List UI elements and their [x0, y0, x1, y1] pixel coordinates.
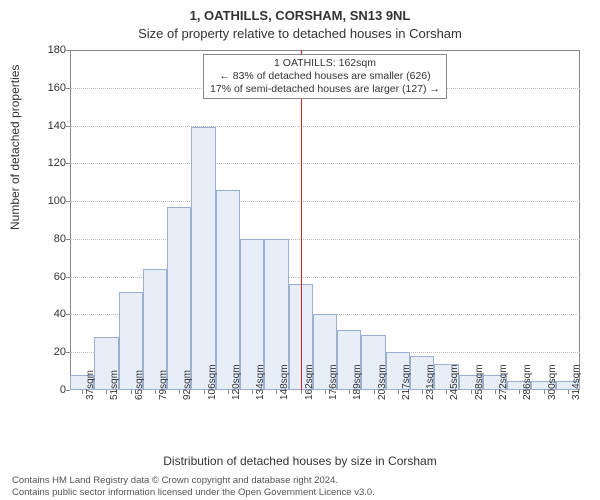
footer-line: Contains HM Land Registry data © Crown c… — [12, 475, 588, 486]
ytick-label: 180 — [48, 44, 66, 56]
annotation-line: ← 83% of detached houses are smaller (62… — [210, 70, 440, 83]
footer-line: Contains public sector information licen… — [12, 487, 588, 498]
footer: Contains HM Land Registry data © Crown c… — [12, 475, 588, 498]
xtick-label: 258sqm — [474, 364, 485, 400]
xtick-label: 65sqm — [134, 370, 145, 400]
xtick-label: 37sqm — [85, 370, 96, 400]
xtick-label: 314sqm — [571, 364, 582, 400]
annotation-line: 1 OATHILLS: 162sqm — [210, 57, 440, 70]
xtick-label: 189sqm — [352, 364, 363, 400]
chart-plot-area: 020406080100120140160180 37sqm51sqm65sqm… — [70, 50, 580, 390]
ytick-label: 160 — [48, 82, 66, 94]
x-axis-label: Distribution of detached houses by size … — [0, 454, 600, 468]
reference-line — [301, 50, 302, 390]
page-title-line1: 1, OATHILLS, CORSHAM, SN13 9NL — [0, 8, 600, 23]
xtick-label: 245sqm — [449, 364, 460, 400]
xtick-label: 286sqm — [522, 364, 533, 400]
xtick-label: 272sqm — [498, 364, 509, 400]
histogram-bar — [191, 127, 215, 390]
ytick-label: 20 — [54, 346, 66, 358]
ytick-label: 100 — [48, 195, 66, 207]
ytick-label: 40 — [54, 308, 66, 320]
xtick-label: 162sqm — [304, 364, 315, 400]
xtick-label: 92sqm — [182, 370, 193, 400]
histogram-bar — [216, 190, 240, 390]
histogram-bar — [167, 207, 191, 390]
xtick-label: 51sqm — [109, 370, 120, 400]
ytick-label: 120 — [48, 157, 66, 169]
xtick-label: 134sqm — [255, 364, 266, 400]
xtick-label: 203sqm — [377, 364, 388, 400]
y-axis-label: Number of detached properties — [8, 65, 22, 230]
xtick-label: 106sqm — [207, 364, 218, 400]
ytick-label: 140 — [48, 120, 66, 132]
xtick-label: 148sqm — [279, 364, 290, 400]
xtick-label: 79sqm — [158, 370, 169, 400]
annotation-box: 1 OATHILLS: 162sqm ← 83% of detached hou… — [203, 54, 447, 99]
xtick-label: 120sqm — [231, 364, 242, 400]
page-title-line2: Size of property relative to detached ho… — [0, 26, 600, 41]
annotation-line: 17% of semi-detached houses are larger (… — [210, 83, 440, 96]
xtick-label: 300sqm — [547, 364, 558, 400]
xtick-label: 231sqm — [425, 364, 436, 400]
ytick-label: 60 — [54, 271, 66, 283]
xtick-label: 217sqm — [401, 364, 412, 400]
ytick-label: 80 — [54, 233, 66, 245]
xtick-label: 176sqm — [328, 364, 339, 400]
